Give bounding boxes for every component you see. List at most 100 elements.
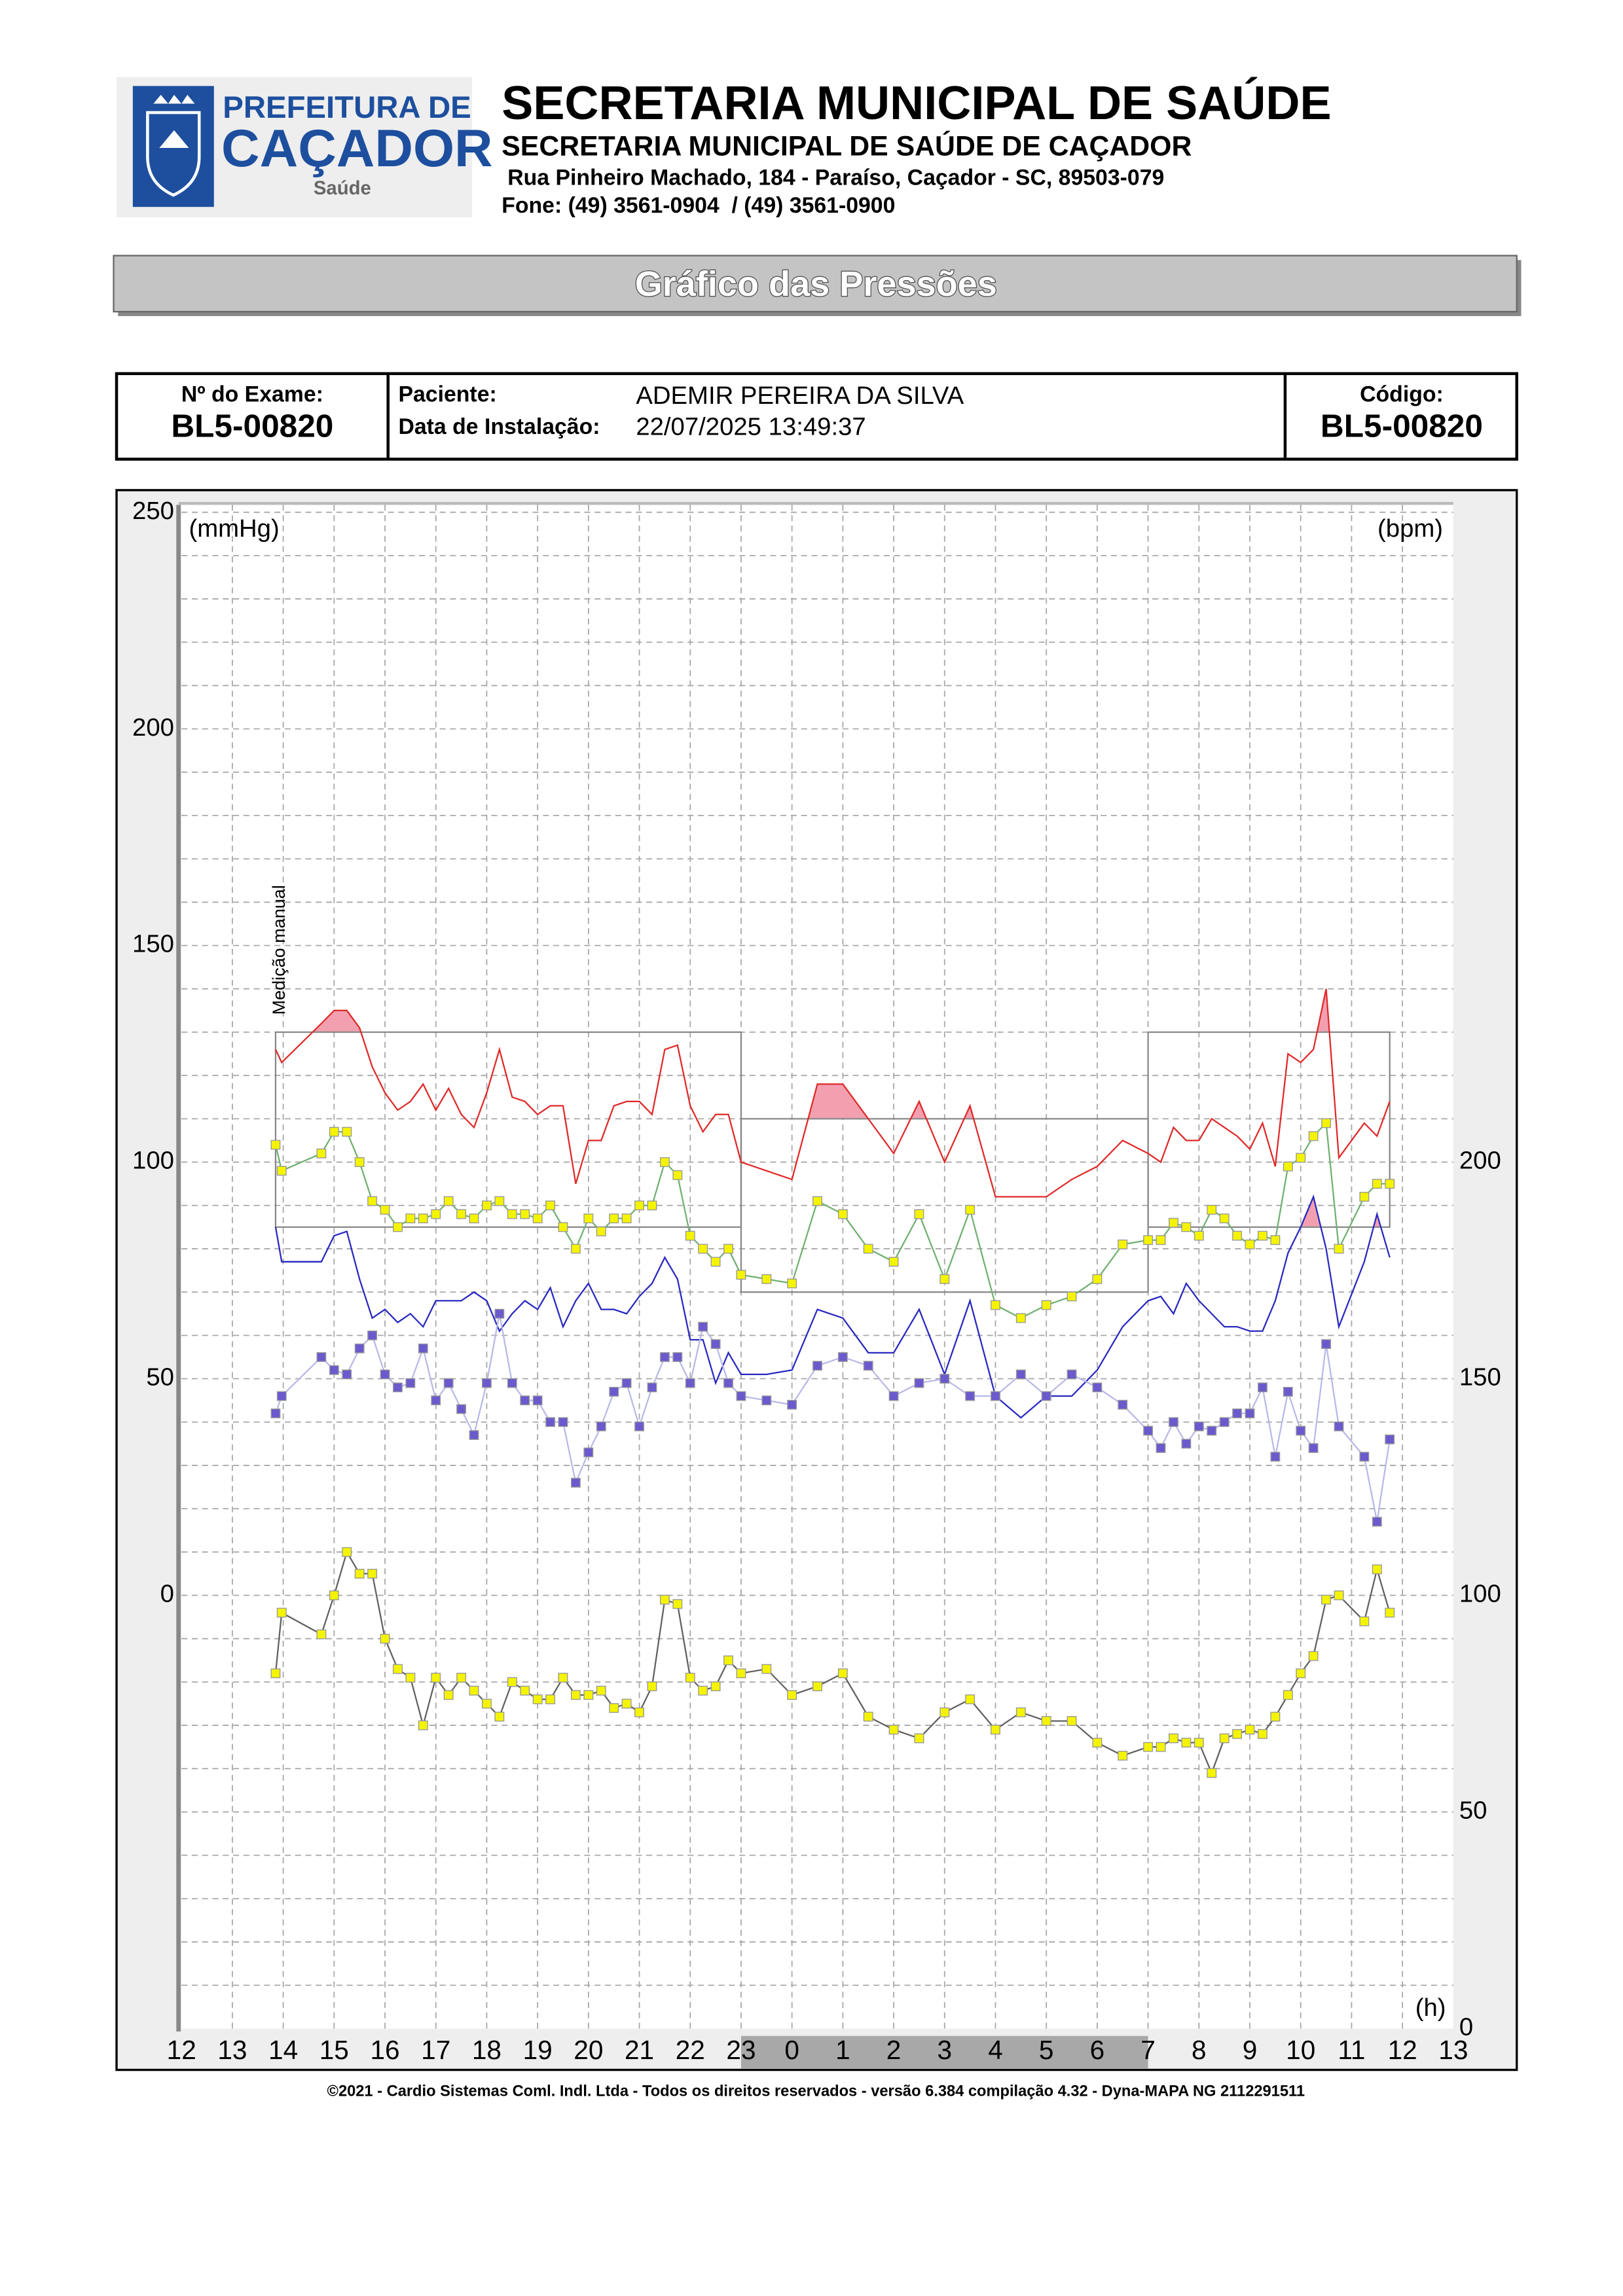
logo-crown [153, 94, 195, 104]
data-point [1015, 1707, 1026, 1717]
data-point [1156, 1742, 1166, 1752]
data-point [647, 1681, 657, 1691]
data-point [1385, 1607, 1395, 1618]
data-point [342, 1547, 352, 1557]
data-point [1041, 1391, 1051, 1401]
banner-title: Gráfico das Pressões [635, 264, 997, 304]
data-point [1270, 1235, 1281, 1246]
exam-number: BL5-00820 [171, 407, 333, 444]
data-point [812, 1681, 822, 1691]
data-point [276, 1391, 287, 1401]
data-point [418, 1213, 428, 1224]
data-point [532, 1694, 543, 1704]
y2-tick-label: 0 [1459, 2013, 1473, 2041]
install-date: 22/07/2025 13:49:37 [636, 412, 866, 440]
data-point [1181, 1222, 1192, 1232]
data-point [1308, 1131, 1319, 1141]
data-point [1015, 1313, 1026, 1323]
data-point [558, 1417, 568, 1427]
data-point [1308, 1651, 1319, 1661]
data-point [507, 1378, 517, 1388]
x-tick-label: 0 [784, 2035, 799, 2065]
data-point [1092, 1738, 1103, 1748]
y-tick-label: 150 [132, 930, 174, 958]
data-point [431, 1209, 441, 1219]
logo-text: Saúde [314, 177, 371, 199]
data-point [787, 1690, 797, 1700]
data-point [710, 1339, 721, 1350]
series-line [274, 1314, 1391, 1522]
data-point [863, 1244, 873, 1254]
data-point [520, 1685, 530, 1696]
data-point [621, 1698, 632, 1709]
data-point [837, 1352, 848, 1362]
data-point [1194, 1421, 1204, 1431]
data-point [787, 1399, 797, 1410]
series-line [274, 1550, 1391, 1775]
address: Rua Pinheiro Machado, 184 - Paraíso, Caç… [507, 165, 1164, 190]
data-point [494, 1712, 505, 1722]
data-point [1207, 1426, 1217, 1436]
data-point [1296, 1426, 1306, 1436]
date-label: Data de Instalação: [398, 414, 600, 439]
x-tick-label: 12 [1388, 2035, 1417, 2065]
data-point [1118, 1750, 1128, 1761]
banner [113, 255, 1518, 313]
data-point [405, 1672, 416, 1683]
data-point [1321, 1594, 1332, 1605]
data-point [405, 1213, 416, 1224]
data-point [1041, 1300, 1051, 1310]
data-point [558, 1222, 568, 1232]
data-point [888, 1391, 899, 1401]
data-point [939, 1707, 950, 1717]
data-point [507, 1209, 517, 1219]
data-point [354, 1343, 365, 1354]
data-point [1257, 1729, 1267, 1739]
x-tick-label: 22 [676, 2035, 705, 2065]
data-point [914, 1209, 924, 1219]
data-point [596, 1227, 606, 1236]
data-point [1143, 1235, 1154, 1246]
patient-label: Paciente: [398, 382, 496, 407]
data-point [761, 1664, 772, 1674]
y-tick-label: 200 [132, 713, 174, 742]
data-point [481, 1200, 492, 1211]
x-tick-label: 8 [1192, 2035, 1207, 2065]
data-point [545, 1200, 555, 1211]
data-point [596, 1421, 606, 1431]
x-tick-label: 16 [370, 2035, 399, 2065]
data-point [469, 1430, 479, 1441]
data-point [1118, 1239, 1128, 1249]
data-point [1169, 1417, 1178, 1427]
data-point [1334, 1244, 1344, 1254]
data-point [443, 1378, 454, 1388]
data-point [1334, 1590, 1344, 1600]
data-point [837, 1209, 848, 1219]
x-tick-label: 2 [886, 2035, 902, 2065]
data-point [367, 1196, 378, 1206]
data-point [329, 1590, 339, 1600]
data-point [1296, 1153, 1306, 1163]
chart: 12 13 14 15 16 17 18 19 20 21 22 23 0 1 2 3 4 5 6 7 8 9 10 11 12… [132, 497, 1501, 2069]
data-point [812, 1196, 822, 1206]
y-tick-label: 0 [160, 1580, 174, 1608]
series-line [274, 1121, 1390, 1319]
series-line [274, 988, 1391, 1198]
data-point [1156, 1235, 1166, 1246]
data-point [710, 1681, 721, 1691]
data-point [634, 1421, 644, 1431]
data-point [736, 1668, 746, 1679]
data-point [1015, 1369, 1026, 1380]
data-point [1219, 1733, 1230, 1744]
data-point [1283, 1690, 1293, 1700]
threshold-excess [740, 1084, 1148, 1119]
data-point [965, 1204, 976, 1215]
code-label: Código: [1360, 382, 1444, 407]
y2-tick-label: 150 [1459, 1363, 1501, 1391]
data-point [698, 1244, 708, 1254]
data-point [316, 1629, 327, 1640]
data-point [418, 1720, 428, 1731]
data-point [532, 1213, 543, 1224]
data-point [634, 1707, 644, 1717]
x-tick-label: 3 [937, 2035, 952, 2065]
